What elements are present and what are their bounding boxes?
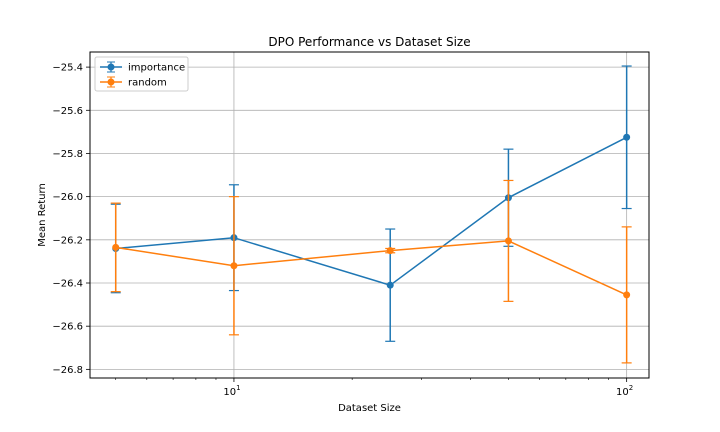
legend-label: importance <box>128 63 185 74</box>
series-random <box>110 179 632 364</box>
data-point <box>504 237 512 245</box>
y-tick-label: −25.6 <box>52 106 83 117</box>
legend-label: random <box>128 78 167 89</box>
legend-marker <box>107 78 115 86</box>
data-point <box>112 243 120 251</box>
y-tick-label: −26.8 <box>52 365 83 376</box>
data-point <box>386 281 394 289</box>
y-tick-label: −26.2 <box>52 235 83 246</box>
y-tick-label: −25.8 <box>52 149 83 160</box>
legend: importance random <box>94 56 189 92</box>
x-tick-exponent: 2 <box>629 384 633 392</box>
data-point <box>623 291 631 299</box>
data-point <box>623 133 631 141</box>
data-point <box>230 262 238 270</box>
y-tick-label: −25.4 <box>52 63 83 74</box>
legend-marker <box>107 63 115 71</box>
data-point <box>386 247 394 255</box>
y-axis-ticks: −25.4 −25.6 −25.8 −26.0 −26.2 −26.4 −26.6 −26.8 <box>52 63 90 376</box>
y-tick-label: −26.4 <box>52 279 83 290</box>
x-axis-label: Dataset Size <box>338 403 401 414</box>
y-tick-label: −26.6 <box>52 322 83 333</box>
plot-frame <box>89 51 650 379</box>
chart-title: DPO Performance vs Dataset Size <box>268 35 470 49</box>
x-tick-exponent: 1 <box>236 384 240 392</box>
y-tick-label: −26.0 <box>52 192 83 203</box>
y-axis-label: Mean Return <box>37 183 48 247</box>
plot-series <box>110 65 632 364</box>
